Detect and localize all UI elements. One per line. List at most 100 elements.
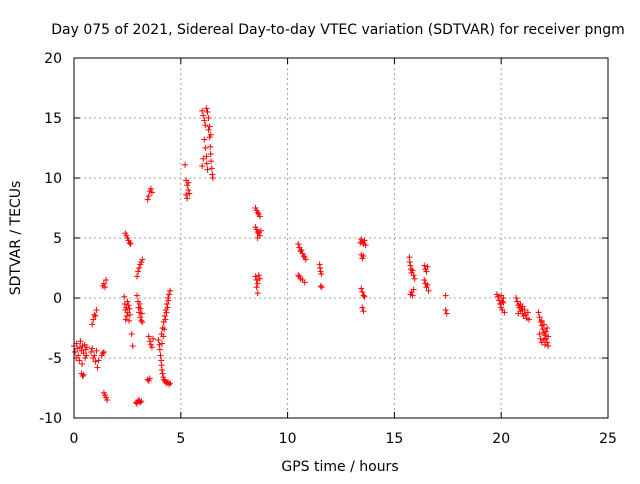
x-tick-label: 0: [70, 431, 79, 447]
data-points: [71, 105, 552, 407]
data-point: [200, 155, 207, 162]
data-point: [536, 314, 543, 321]
data-point: [360, 292, 367, 299]
data-point: [161, 313, 168, 319]
data-point: [147, 185, 154, 192]
data-point: [300, 253, 307, 259]
data-point: [166, 381, 173, 388]
data-point: [318, 284, 325, 291]
grid: [74, 58, 608, 418]
data-point: [409, 267, 416, 274]
data-point: [256, 213, 263, 220]
data-point: [208, 158, 215, 165]
data-point: [202, 145, 209, 151]
data-point: [83, 344, 90, 351]
data-point: [162, 316, 169, 323]
data-point: [411, 275, 418, 282]
data-point: [525, 316, 532, 323]
data-point: [257, 227, 264, 234]
data-point: [199, 163, 206, 169]
data-point: [150, 335, 157, 342]
data-point: [183, 191, 190, 198]
data-point: [89, 321, 96, 328]
data-point: [424, 263, 431, 270]
data-point: [199, 107, 206, 114]
data-point: [185, 179, 192, 186]
data-point: [137, 314, 144, 321]
data-point: [203, 160, 210, 167]
data-point: [360, 308, 367, 315]
y-axis-label: SDTVAR / TECUs: [8, 181, 24, 296]
data-point: [137, 305, 144, 312]
data-point: [159, 367, 166, 373]
x-tick-label: 15: [385, 431, 403, 447]
data-point: [77, 338, 84, 345]
x-tick-label: 25: [599, 431, 617, 447]
data-point: [359, 289, 366, 295]
data-point: [92, 358, 99, 365]
data-point: [126, 239, 133, 246]
data-point: [543, 328, 550, 335]
data-point: [499, 298, 506, 305]
data-point: [160, 333, 167, 340]
y-tick-label: 15: [44, 111, 62, 127]
data-point: [202, 122, 209, 129]
data-point: [93, 307, 100, 313]
data-point: [361, 293, 368, 300]
data-point: [425, 287, 432, 294]
data-point: [209, 175, 216, 181]
data-point: [125, 302, 132, 309]
data-point: [254, 235, 261, 241]
data-point: [205, 127, 212, 133]
data-point: [167, 287, 174, 294]
data-point: [79, 361, 86, 367]
data-point: [442, 292, 449, 299]
data-point: [254, 229, 261, 235]
data-point: [410, 286, 417, 293]
data-point: [76, 344, 83, 351]
data-point: [166, 291, 173, 298]
data-point: [201, 136, 208, 143]
data-point: [164, 304, 171, 311]
data-point: [295, 241, 302, 247]
data-point: [537, 335, 544, 342]
y-tick-label: -5: [48, 351, 62, 367]
data-point: [80, 371, 87, 378]
data-point: [136, 309, 143, 316]
data-point: [156, 346, 163, 353]
y-tick-label: 20: [44, 51, 62, 67]
data-point: [123, 313, 130, 319]
data-point: [207, 143, 214, 150]
data-point: [501, 309, 508, 316]
data-point: [144, 196, 151, 203]
data-point: [545, 343, 552, 349]
data-point: [103, 277, 110, 283]
data-point: [127, 241, 134, 247]
data-point: [254, 209, 261, 216]
data-point: [159, 325, 166, 331]
chart-title: Day 075 of 2021, Sidereal Day-to-day VTE…: [51, 22, 625, 38]
data-point: [361, 237, 368, 244]
data-point: [254, 290, 261, 297]
data-point: [83, 352, 90, 359]
data-point: [138, 398, 145, 405]
x-tick-label: 10: [279, 431, 297, 447]
data-point: [410, 272, 417, 279]
data-point: [358, 285, 365, 292]
data-point: [93, 347, 100, 354]
data-point: [203, 153, 210, 160]
data-point: [157, 352, 164, 359]
data-point: [129, 343, 136, 349]
data-point: [90, 316, 97, 323]
data-point: [79, 373, 86, 379]
x-tick-label: 20: [492, 431, 510, 447]
data-point: [134, 292, 141, 299]
data-point: [421, 277, 428, 283]
data-point: [124, 298, 131, 305]
data-point: [155, 337, 162, 343]
data-point: [443, 310, 450, 317]
y-tick-label: -10: [39, 411, 62, 427]
data-point: [182, 161, 189, 168]
data-point: [359, 304, 366, 311]
